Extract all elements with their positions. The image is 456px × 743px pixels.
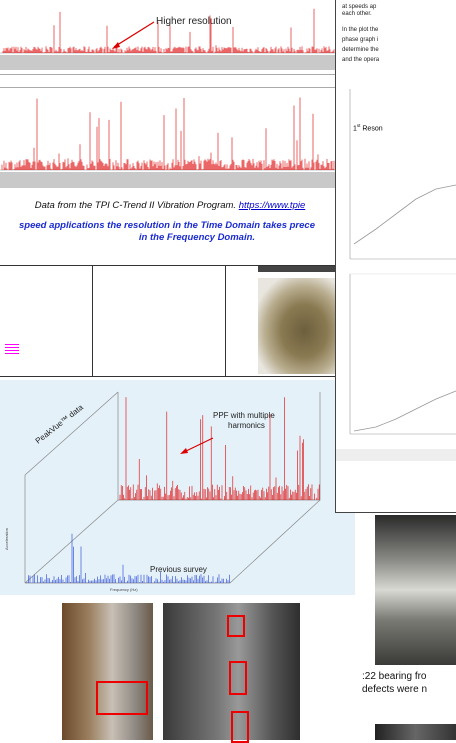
photo-strip [258, 266, 335, 272]
back-frame [117, 392, 321, 501]
arrow-head [112, 42, 120, 49]
doc-line: each other. [342, 11, 372, 17]
plot-curve [353, 390, 456, 432]
photo [375, 724, 456, 740]
photo [375, 515, 456, 665]
spectrum-bottom [0, 97, 335, 188]
depth-line [229, 499, 321, 584]
doc-line: phase graph i [342, 37, 379, 43]
axis-band [0, 55, 335, 70]
caption-line: defects were n [362, 684, 428, 695]
caption-text: Data from the TPI C-Trend II Vibration P… [34, 200, 239, 211]
doc-plots [336, 89, 456, 461]
arrow [113, 21, 155, 48]
photo-caption: :22 bearing fro defects were n [362, 670, 427, 696]
spectrum-trace [119, 397, 320, 500]
table [0, 265, 335, 377]
previous-label: Previous survey [150, 565, 207, 574]
ppf-line: PPF with multiple [213, 411, 275, 420]
doc-line: In the plot the [342, 27, 379, 33]
arrow [183, 437, 214, 453]
caption-line: :22 bearing fro [362, 671, 427, 682]
cell-border [225, 266, 226, 376]
axis-band [0, 172, 335, 188]
divider [0, 74, 335, 88]
highlight-box [96, 681, 148, 715]
link[interactable]: https://www.tpie [238, 200, 306, 211]
doc-line: and the opera [342, 57, 380, 63]
arrow-head [180, 448, 188, 454]
annotation: Higher resolution [156, 16, 232, 27]
label-sup: st [356, 123, 361, 128]
highlight-box [229, 661, 247, 695]
bearing-photo [258, 278, 335, 374]
plot-footer [336, 449, 456, 461]
caption: Data from the TPI C-Trend II Vibration P… [0, 200, 340, 211]
x-axis-label: Frequency (Hz) [110, 587, 138, 592]
cell-border [92, 266, 93, 376]
note-line: speed applications the resolution in the… [19, 220, 315, 231]
photo [62, 603, 153, 740]
photo [163, 603, 300, 743]
plot-curve [353, 184, 456, 245]
y-axis-label: Acceleration [4, 528, 9, 550]
resonance-label: 1st Reson [353, 123, 383, 132]
depth-line [24, 499, 119, 584]
spectrum-trace [1, 97, 335, 170]
spectrum-trace [26, 533, 230, 583]
peakvue-chart: PeakVue™ data PPF with multiple harmonic… [0, 380, 355, 595]
tiny-legend [5, 344, 19, 356]
right-document: at speeds ap each other. In the plot the… [335, 0, 456, 513]
depth-line [24, 391, 119, 476]
spectrum-top: Higher resolution [0, 8, 335, 70]
label-num: 1 [353, 125, 357, 133]
note-line: in the Frequency Domain. [138, 232, 256, 243]
spectrum-trace [2, 8, 335, 53]
highlight-box [227, 615, 245, 637]
doc-line: at speeds ap [342, 4, 377, 10]
note: speed applications the resolution in the… [0, 220, 342, 244]
doc-line: determine the [342, 47, 379, 53]
ppf-line: harmonics [228, 421, 265, 430]
highlight-box [231, 711, 249, 743]
label-rest: Reson [360, 125, 383, 133]
